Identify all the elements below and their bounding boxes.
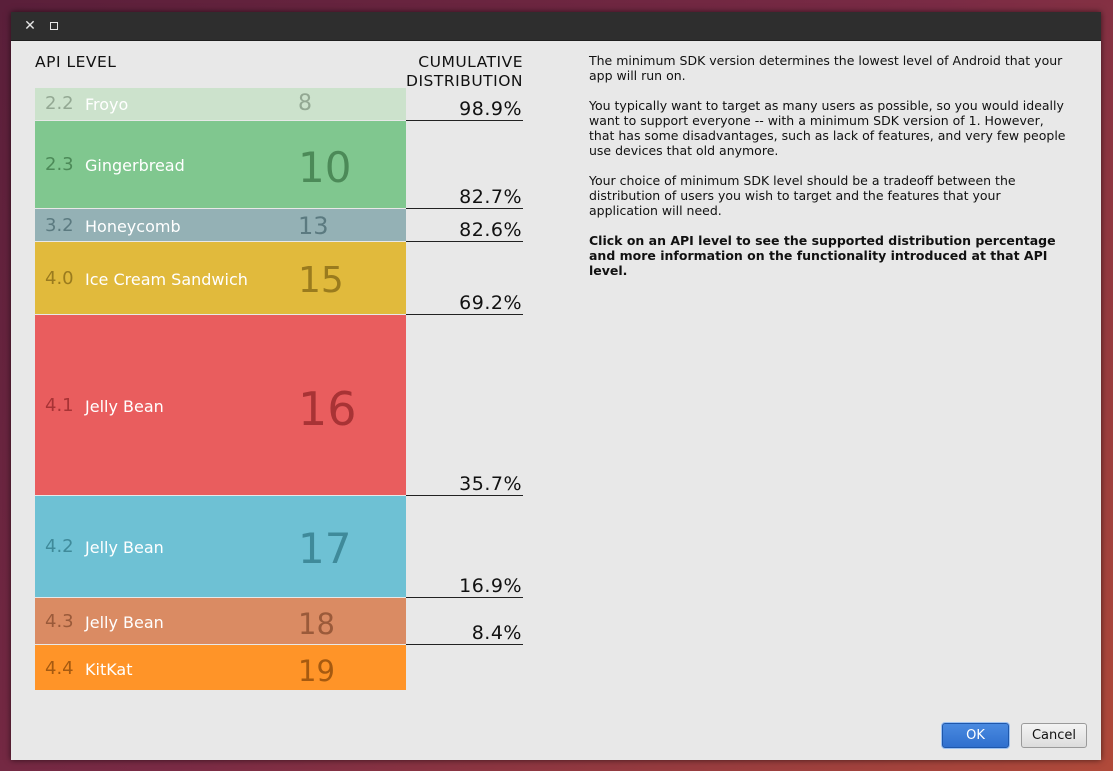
cumulative-header-line1: CUMULATIVE [418,53,523,71]
api-band-kitkat[interactable]: 4.4 KitKat 19 [35,645,406,690]
cumulative-value: 8.4% [406,622,523,645]
maximize-icon[interactable] [45,17,63,35]
band-name: Froyo [85,95,129,114]
band-version: 4.3 [45,611,74,632]
band-version: 4.0 [45,268,74,289]
description-paragraph: The minimum SDK version determines the l… [589,53,1063,83]
api-band-honeycomb[interactable]: 3.2 Honeycomb 13 [35,209,406,241]
title-bar: ✕ [11,12,1101,41]
api-band-jelly-bean-4-3[interactable]: 4.3 Jelly Bean 18 [35,598,406,644]
api-band-jelly-bean-4-1[interactable]: 4.1 Jelly Bean 16 [35,315,406,495]
cancel-button[interactable]: Cancel [1021,723,1087,748]
band-api-number: 13 [298,212,329,240]
band-api-number: 16 [298,382,357,436]
api-band-ice-cream-sandwich[interactable]: 4.0 Ice Cream Sandwich 15 [35,242,406,314]
cumulative-value: 35.7% [406,473,523,496]
band-version: 2.3 [45,154,74,175]
description-panel: The minimum SDK version determines the l… [589,53,1071,293]
band-name: KitKat [85,660,133,679]
band-name: Jelly Bean [85,397,164,416]
ok-button[interactable]: OK [942,723,1009,748]
band-name: Jelly Bean [85,613,164,632]
description-paragraph: Your choice of minimum SDK level should … [589,173,1016,218]
api-band-froyo[interactable]: 2.2 Froyo 8 [35,88,406,120]
band-version: 4.1 [45,395,74,416]
band-api-number: 17 [298,524,352,573]
band-api-number: 8 [298,91,312,116]
api-level-header: API LEVEL [35,53,117,71]
band-name: Honeycomb [85,217,181,236]
band-api-number: 10 [298,143,352,192]
cumulative-value: 69.2% [406,292,523,315]
band-version: 2.2 [45,93,74,114]
description-paragraph: You typically want to target as many use… [589,98,1066,158]
distribution-dialog: ✕ API LEVEL CUMULATIVE DISTRIBUTION 2.2 … [11,12,1101,760]
close-icon[interactable]: ✕ [24,18,36,34]
cumulative-value: 98.9% [406,98,523,121]
band-name: Jelly Bean [85,538,164,557]
band-version: 4.2 [45,536,74,557]
band-api-number: 18 [298,607,335,641]
cumulative-header-line2: DISTRIBUTION [406,72,523,90]
cumulative-value: 16.9% [406,575,523,598]
band-api-number: 15 [298,260,344,301]
api-band-jelly-bean-4-2[interactable]: 4.2 Jelly Bean 17 [35,496,406,597]
cumulative-value: 82.7% [406,186,523,209]
cumulative-value: 82.6% [406,219,523,242]
band-version: 4.4 [45,658,74,679]
api-band-gingerbread[interactable]: 2.3 Gingerbread 10 [35,121,406,208]
band-name: Ice Cream Sandwich [85,270,248,289]
band-name: Gingerbread [85,156,185,175]
description-instruction: Click on an API level to see the support… [589,233,1056,278]
cumulative-distribution-header: CUMULATIVE DISTRIBUTION [391,53,523,91]
band-version: 3.2 [45,215,74,236]
band-api-number: 19 [298,654,335,688]
